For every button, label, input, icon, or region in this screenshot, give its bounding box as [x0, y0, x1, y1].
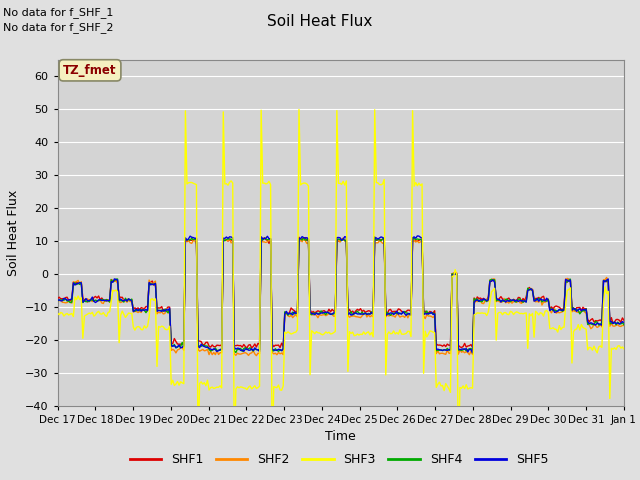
SHF5 — [301, 235, 309, 241]
SHF4 — [123, 298, 131, 304]
SHF4 — [232, 349, 240, 355]
SHF5 — [241, 346, 249, 352]
SHF3 — [54, 311, 61, 316]
SHF1 — [592, 318, 600, 324]
SHF1 — [54, 296, 61, 301]
SHF1 — [371, 234, 379, 240]
SHF3 — [592, 347, 600, 353]
SHF1 — [243, 345, 251, 351]
SHF5 — [223, 234, 230, 240]
Line: SHF1: SHF1 — [58, 237, 624, 348]
SHF1 — [223, 237, 230, 242]
SHF2 — [243, 351, 251, 357]
SHF2 — [592, 323, 600, 328]
SHF5 — [413, 233, 421, 239]
SHF5 — [54, 298, 61, 303]
SHF2 — [221, 236, 228, 242]
SHF3 — [620, 346, 628, 352]
SHF3 — [223, 181, 230, 187]
Line: SHF4: SHF4 — [58, 237, 624, 352]
SHF5 — [592, 322, 600, 328]
X-axis label: Time: Time — [325, 430, 356, 443]
SHF5 — [620, 320, 628, 325]
Text: No data for f_SHF_1: No data for f_SHF_1 — [3, 7, 113, 18]
SHF2 — [123, 300, 131, 305]
SHF1 — [241, 344, 249, 349]
Text: No data for f_SHF_2: No data for f_SHF_2 — [3, 22, 114, 33]
SHF3 — [123, 312, 131, 318]
SHF3 — [454, 463, 462, 468]
SHF3 — [241, 385, 249, 391]
SHF4 — [371, 234, 379, 240]
SHF2 — [224, 238, 232, 243]
SHF3 — [295, 107, 303, 112]
SHF2 — [54, 298, 61, 303]
SHF2 — [254, 350, 262, 356]
SHF3 — [251, 383, 259, 389]
SHF1 — [123, 297, 131, 302]
SHF5 — [123, 298, 131, 304]
SHF2 — [305, 240, 312, 245]
SHF5 — [251, 345, 259, 351]
SHF4 — [54, 298, 61, 304]
Line: SHF3: SHF3 — [58, 109, 624, 466]
SHF3 — [303, 181, 310, 187]
SHF1 — [620, 317, 628, 323]
SHF4 — [303, 237, 310, 242]
Line: SHF2: SHF2 — [58, 239, 624, 356]
Text: Soil Heat Flux: Soil Heat Flux — [268, 14, 372, 29]
SHF4 — [253, 347, 260, 352]
SHF2 — [253, 353, 260, 359]
SHF4 — [620, 322, 628, 328]
SHF2 — [620, 323, 628, 328]
Text: TZ_fmet: TZ_fmet — [63, 64, 116, 77]
Y-axis label: Soil Heat Flux: Soil Heat Flux — [6, 190, 19, 276]
SHF4 — [243, 347, 251, 352]
SHF1 — [253, 344, 260, 350]
SHF1 — [303, 238, 310, 243]
Legend: SHF1, SHF2, SHF3, SHF4, SHF5: SHF1, SHF2, SHF3, SHF4, SHF5 — [125, 448, 554, 471]
SHF4 — [223, 237, 230, 242]
Line: SHF5: SHF5 — [58, 236, 624, 353]
SHF5 — [468, 350, 476, 356]
SHF4 — [592, 319, 600, 324]
